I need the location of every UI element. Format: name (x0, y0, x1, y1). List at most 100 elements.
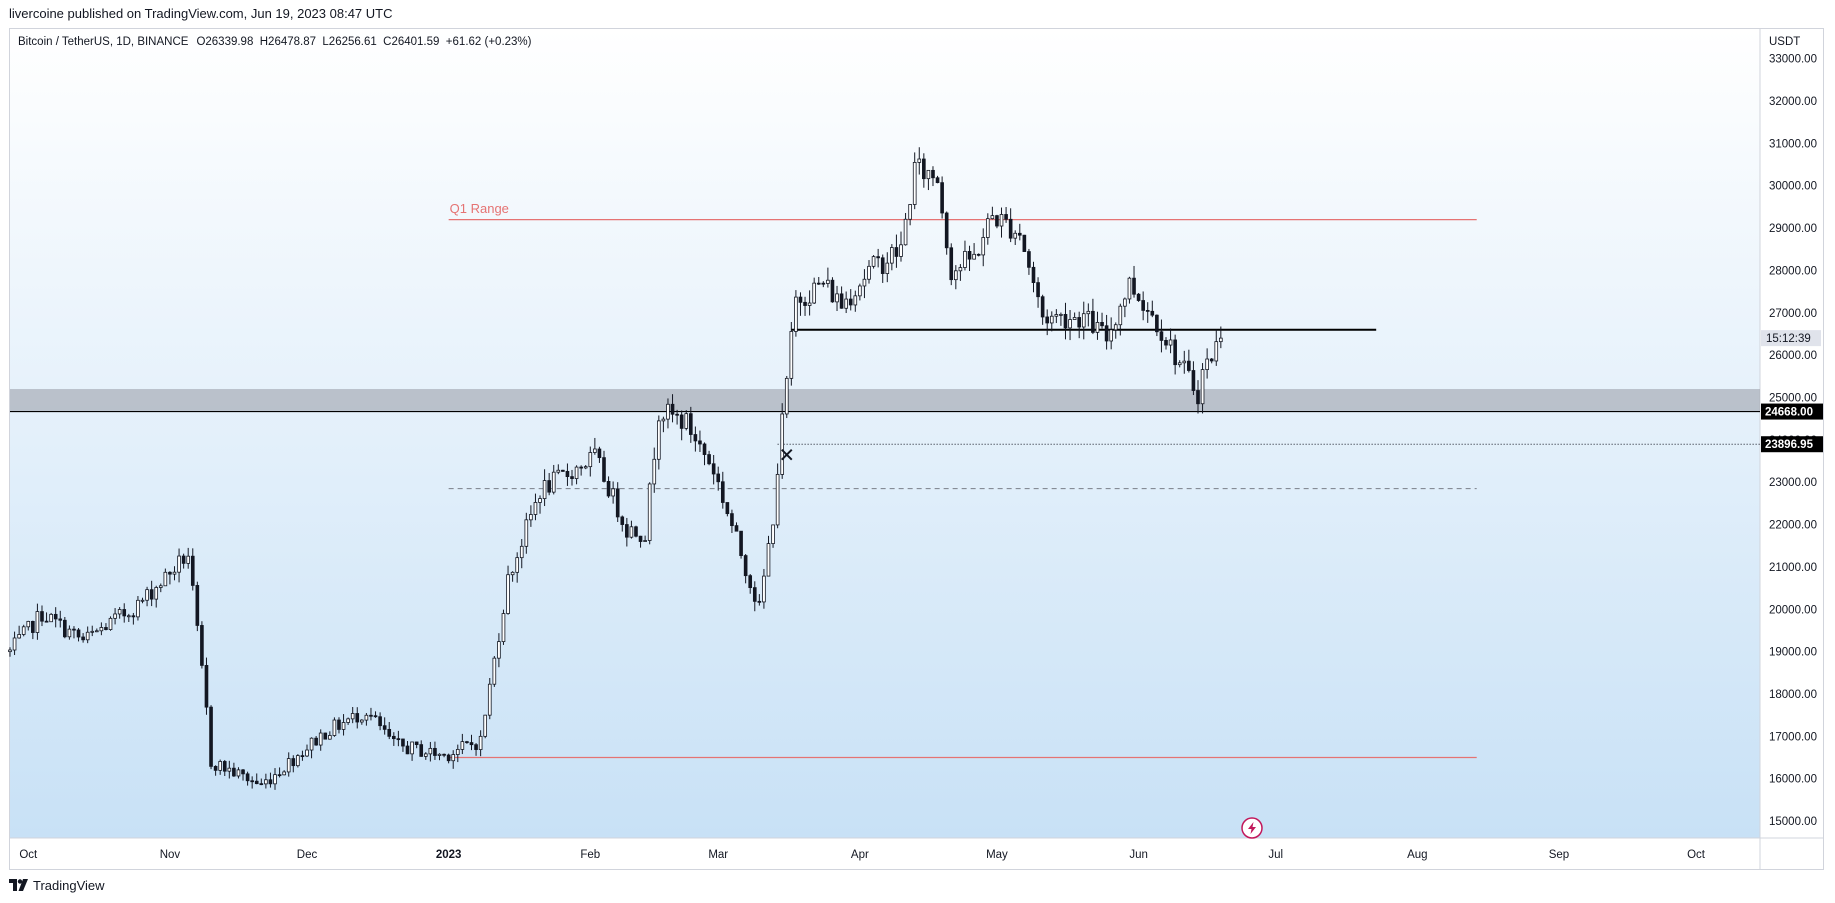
cross-marker (781, 448, 793, 461)
candle (1104, 314, 1109, 350)
candle-body (492, 657, 497, 685)
candle-body (204, 665, 209, 708)
candle-body (867, 265, 871, 280)
lightning-icon[interactable] (1241, 817, 1263, 839)
candle-body (1100, 322, 1104, 327)
candle-body (323, 732, 328, 740)
candle (35, 603, 40, 640)
candle (1068, 309, 1072, 341)
candle (108, 616, 113, 631)
candle (720, 471, 725, 509)
candle-body (1219, 337, 1223, 343)
price-axis[interactable]: 15000.00 16000.00 17000.00 18000.00 19000.00… (1769, 54, 1817, 828)
candle-body (104, 627, 108, 630)
candle (519, 539, 524, 569)
countdown-tag-bg (1761, 330, 1821, 347)
candle (423, 752, 428, 760)
candle (748, 574, 753, 594)
candlestick-chart[interactable]: Q1 Range Bitcoin / TetherUS, 1D, BINANCE… (0, 0, 1835, 870)
candle-body (337, 719, 341, 730)
candle-body (451, 754, 456, 762)
time-axis[interactable]: Oct Nov Dec 2023 Feb Mar Apr May Jun Jul Aug Sep Oct (19, 849, 1705, 861)
candle-body (995, 215, 999, 227)
candle (254, 773, 259, 785)
candle (780, 403, 785, 479)
candle-body (446, 754, 451, 762)
candle (428, 741, 433, 762)
candle-body (332, 719, 337, 736)
candle-body (373, 715, 378, 718)
candle-body (85, 631, 90, 641)
candle-body (442, 753, 446, 756)
candle-body (90, 630, 95, 633)
candle-body (264, 779, 268, 785)
time-tick-label: May (986, 849, 1008, 861)
candle-body (976, 253, 981, 256)
candle (1132, 265, 1136, 298)
candle (373, 711, 378, 718)
candle (26, 620, 31, 631)
candle (734, 522, 739, 532)
candle (890, 244, 894, 271)
candle (515, 552, 519, 583)
candle-body (136, 599, 140, 618)
candle-body (428, 747, 433, 755)
countdown-tag: 15:12:39 (1761, 330, 1821, 347)
price-tick-label: 16000.00 (1769, 774, 1817, 786)
candle-body (935, 177, 940, 184)
candle (250, 776, 254, 789)
candle (542, 469, 547, 507)
candle-body (1155, 314, 1159, 333)
price-axis-currency: USDT (1769, 36, 1800, 48)
candle (670, 394, 675, 423)
candle (318, 729, 323, 751)
time-tick-label: Jul (1268, 849, 1283, 861)
candle (286, 752, 291, 777)
candle (163, 568, 168, 587)
candle-body (1141, 300, 1145, 311)
candle (858, 283, 862, 301)
candle-body (1196, 390, 1200, 405)
candle (1036, 277, 1040, 308)
candle-body (940, 182, 944, 214)
candle-body (1040, 296, 1045, 318)
candle (113, 608, 117, 625)
candle (529, 505, 533, 527)
footer-brand[interactable]: TradingView (33, 877, 105, 893)
candle-body (903, 218, 908, 246)
candle-body (574, 466, 579, 479)
candle (236, 767, 241, 779)
candle-body (318, 732, 323, 746)
candle-body (17, 634, 21, 639)
candle (538, 495, 542, 514)
candle (63, 616, 67, 639)
candle-body (871, 256, 876, 267)
candle-body (899, 244, 903, 257)
candle-body (158, 585, 163, 588)
candle-body (748, 575, 753, 589)
candle-body (12, 637, 17, 651)
candle-body (1008, 218, 1013, 239)
candle (1150, 300, 1155, 318)
candle-body (780, 413, 785, 475)
candle-body (812, 282, 816, 304)
tradingview-logo-icon[interactable] (9, 879, 29, 891)
candle-body (967, 251, 972, 260)
candle-body (1068, 319, 1072, 329)
support-zone-layer (10, 389, 1760, 412)
candle-body (821, 282, 826, 285)
candle (474, 743, 478, 756)
chart-frame[interactable] (9, 28, 1824, 870)
candle (1123, 297, 1127, 318)
candle (85, 626, 90, 644)
candle (259, 778, 264, 786)
candle (1182, 350, 1187, 374)
candle (177, 548, 181, 583)
candle (122, 603, 127, 623)
candle-body (1177, 362, 1182, 366)
candle (638, 535, 643, 548)
candle-body (305, 749, 309, 757)
candle (442, 753, 446, 758)
candle (1017, 223, 1022, 241)
candle-body (145, 589, 149, 601)
